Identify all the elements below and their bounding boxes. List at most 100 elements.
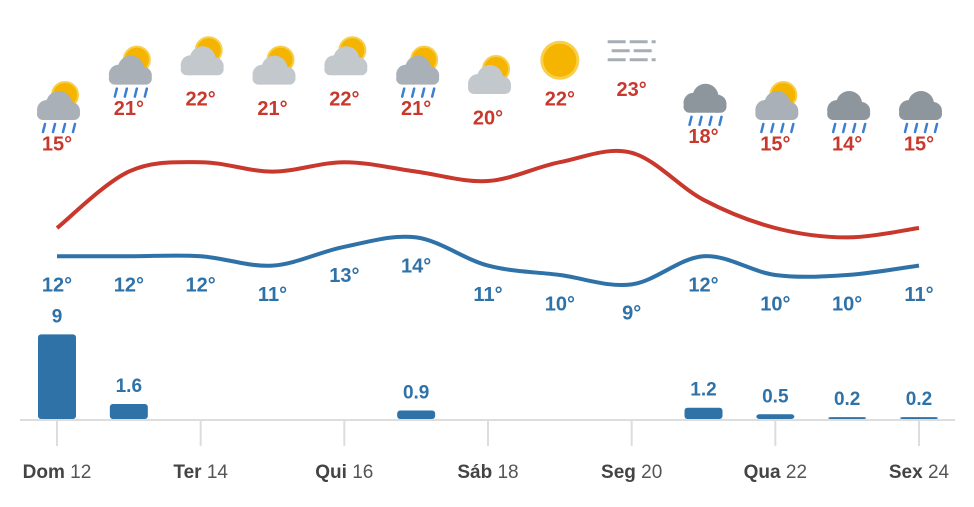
high-label: 23°: [617, 79, 647, 101]
precip-label: 9: [52, 306, 63, 327]
cloud: [899, 108, 942, 120]
rain: [770, 122, 775, 134]
rain: [420, 87, 426, 98]
rain: [913, 122, 919, 134]
rain: [430, 87, 436, 98]
rain: [780, 122, 785, 134]
weekday: Qua: [744, 462, 786, 483]
rain: [861, 122, 867, 134]
rain: [933, 122, 939, 134]
low-label: 14°: [401, 256, 431, 278]
rain: [133, 87, 139, 98]
high-label: 14°: [832, 133, 862, 155]
high-label: 15°: [904, 133, 934, 155]
cloud: [108, 72, 152, 85]
rain: [831, 122, 837, 134]
weekday: Sáb: [457, 462, 497, 483]
precip-bar: [756, 414, 795, 419]
weather-icon: [108, 45, 152, 98]
weather-icon: [899, 91, 942, 134]
rain: [903, 122, 909, 134]
day: 22: [786, 462, 807, 483]
high-label: 22°: [329, 88, 359, 110]
low-label: 11°: [258, 284, 287, 306]
precip-bar: [828, 417, 867, 419]
cloud: [468, 82, 511, 94]
weekday: Dom: [23, 462, 71, 483]
x-tick-label: Ter 14: [173, 462, 228, 483]
rain: [61, 122, 67, 134]
high-label: 22°: [545, 88, 575, 110]
weather-icon: [252, 45, 296, 85]
low-label: 12°: [114, 274, 144, 296]
rain: [923, 122, 929, 134]
cloud: [755, 108, 799, 120]
x-tick-label: Qua 22: [744, 462, 807, 483]
low-line: [57, 234, 920, 288]
rain: [41, 122, 47, 134]
day: 24: [928, 462, 950, 483]
low-label: 11°: [473, 284, 502, 306]
high-label: 20°: [473, 107, 503, 129]
weather-icon: [683, 83, 727, 127]
rain: [51, 122, 57, 134]
rain: [851, 122, 857, 134]
sun: [540, 40, 580, 80]
weekday: Ter: [173, 462, 206, 483]
precip-label: 1.2: [690, 380, 716, 401]
cloud: [683, 100, 727, 113]
weather-icon: [396, 45, 440, 98]
high-label: 15°: [760, 133, 790, 155]
high-label: 15°: [42, 133, 72, 155]
precip-label: 0.2: [906, 389, 932, 410]
cloud: [827, 108, 871, 120]
x-tick-label: Sex 24: [889, 462, 950, 483]
day: 14: [207, 462, 229, 483]
day: 16: [352, 462, 373, 483]
day: 20: [641, 462, 662, 483]
precip-label: 0.5: [762, 386, 789, 407]
precip-bar: [38, 334, 76, 419]
rain: [760, 122, 765, 134]
rain: [688, 115, 693, 127]
rain: [718, 115, 723, 127]
high-label: 22°: [186, 88, 216, 110]
x-tick-label: Dom 12: [23, 462, 92, 483]
rain: [400, 87, 406, 98]
x-tick-label: Seg 20: [601, 462, 662, 483]
low-label: 12°: [42, 274, 72, 296]
day: 12: [70, 462, 91, 483]
precip-label: 1.6: [116, 376, 142, 397]
rain: [708, 115, 713, 127]
low-label: 10°: [832, 293, 862, 315]
weekday: Seg: [601, 462, 641, 483]
rain: [113, 87, 119, 98]
precip-label: 0.2: [834, 389, 860, 410]
cloud: [324, 63, 368, 76]
high-label: 18°: [688, 126, 718, 148]
weather-icon: [540, 40, 580, 80]
weather-icon: [755, 81, 799, 134]
cloud: [252, 72, 296, 85]
rain: [790, 122, 795, 134]
low-label: 10°: [760, 293, 790, 315]
low-label: 9°: [622, 303, 641, 325]
weather-icon: [468, 55, 511, 94]
x-tick-label: Sáb 18: [457, 462, 518, 483]
weekday: Sex: [889, 462, 928, 483]
weekday: Qui: [315, 462, 352, 483]
high-line: [55, 148, 920, 240]
low-label: 12°: [688, 274, 718, 296]
precip-bar: [900, 417, 938, 419]
precip-bar: [109, 403, 148, 419]
low-label: 11°: [904, 284, 933, 306]
low-label: 12°: [186, 274, 216, 296]
cloud: [180, 63, 224, 76]
weather-icon: [37, 81, 80, 134]
weather-icon: [324, 36, 368, 76]
high-label: 21°: [257, 98, 287, 120]
low-label: 13°: [329, 265, 359, 287]
rain: [71, 122, 77, 134]
